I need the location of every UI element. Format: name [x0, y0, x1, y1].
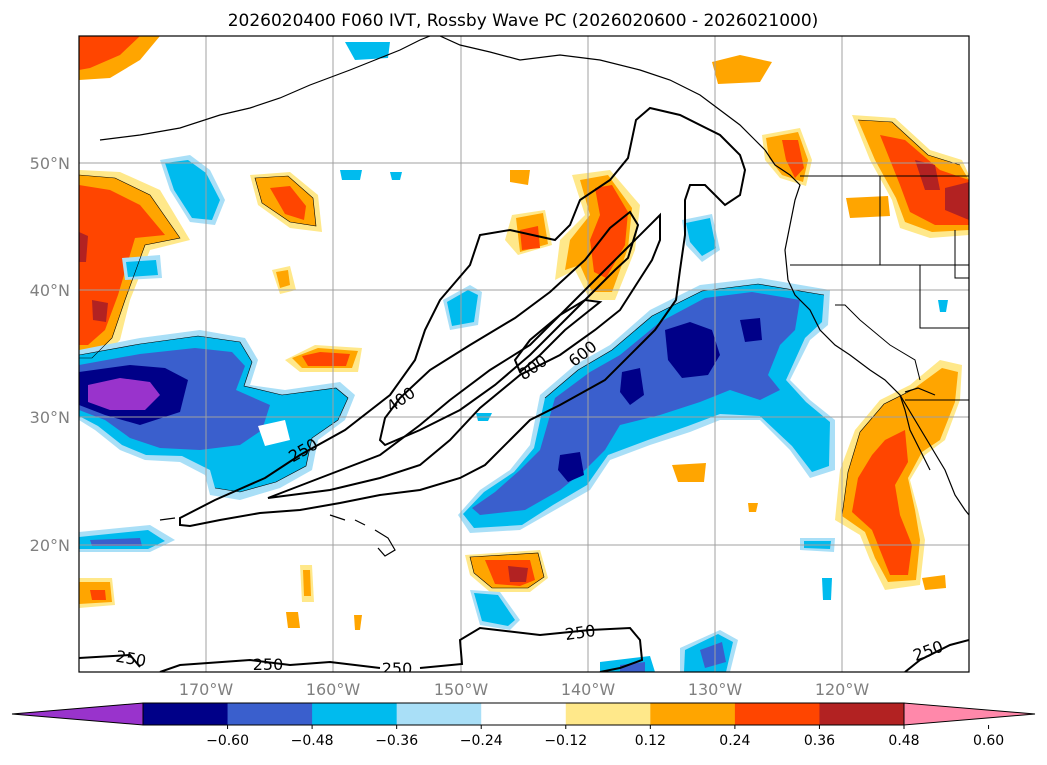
- ivt-250-contour: [179, 106, 747, 528]
- latitude-labels: 50°N 40°N 30°N 20°N: [30, 154, 70, 555]
- colorbar-tick-label: −0.36: [375, 733, 418, 749]
- colorbar-frame: [142, 702, 905, 726]
- colorbar-extend-high: [903, 702, 1036, 726]
- ivt-400-contour: [267, 212, 661, 499]
- anomaly-outlines: [79, 119, 961, 589]
- map-frame: [78, 35, 970, 673]
- anomaly-130w-26n: [672, 463, 706, 482]
- colorbar: −0.60 −0.48 −0.36 −0.24 −0.12 0.12 0.24 0.36 0.4…: [11, 702, 1036, 749]
- contour-label-250-d: 250: [382, 659, 413, 678]
- ivt-800-contour: [513, 298, 603, 374]
- map-title: 2026020400 F060 IVT, Rossby Wave PC (202…: [228, 11, 819, 31]
- contour-label-250-c: 250: [253, 655, 284, 674]
- colorbar-segment: [650, 703, 736, 725]
- colorbar-segment: [481, 703, 567, 725]
- lon-label-130w: 130°W: [688, 680, 743, 699]
- ivt-600-contour: [378, 210, 640, 447]
- political-borders: [790, 175, 969, 401]
- colorbar-segments: [11, 702, 1036, 726]
- colorbar-segment: [396, 703, 482, 725]
- lon-label-140w: 140°W: [561, 680, 616, 699]
- lat-label-20n: 20°N: [30, 536, 70, 555]
- lat-label-50n: 50°N: [30, 154, 70, 173]
- lat-label-30n: 30°N: [30, 408, 70, 427]
- lon-label-160w: 160°W: [306, 680, 361, 699]
- colorbar-segment: [143, 703, 229, 725]
- colorbar-tick-label: 0.24: [719, 733, 750, 749]
- north-america-west-coast: [764, 149, 969, 516]
- colorbar-tick-label: −0.24: [460, 733, 503, 749]
- anomaly-122w-46n: [846, 196, 890, 218]
- alaska-coast: [99, 36, 431, 141]
- ivt-contours: [79, 106, 969, 672]
- map-panel: 250 400 600 800 250 250 250 250 250: [79, 36, 969, 678]
- colorbar-segment: [819, 703, 905, 725]
- colorbar-segment: [565, 703, 651, 725]
- positive-anomaly-regions: [79, 36, 969, 630]
- colorbar-extend-low: [11, 702, 144, 726]
- negative-anomaly-regions: [79, 42, 948, 672]
- gridlines: [79, 36, 969, 672]
- lon-label-120w: 120°W: [815, 680, 870, 699]
- contour-label-250-e: 250: [564, 621, 597, 644]
- anomaly-132w-57n: [712, 55, 772, 84]
- colorbar-tick-label: −0.48: [291, 733, 334, 749]
- lat-label-40n: 40°N: [30, 281, 70, 300]
- colorbar-ticks: −0.60 −0.48 −0.36 −0.24 −0.12 0.12 0.24 0.36 0.4…: [206, 725, 1004, 749]
- colorbar-tick-label: 0.48: [888, 733, 919, 749]
- colorbar-tick-label: −0.12: [544, 733, 587, 749]
- longitude-labels: 170°W 160°W 150°W 140°W 130°W 120°W: [179, 680, 870, 699]
- lon-label-170w: 170°W: [179, 680, 234, 699]
- colorbar-tick-label: 0.12: [635, 733, 666, 749]
- lon-label-150w: 150°W: [434, 680, 489, 699]
- colorbar-segment: [227, 703, 313, 725]
- colorbar-tick-label: 0.60: [973, 733, 1004, 749]
- hawaii-islands: [329, 514, 396, 557]
- colorbar-segment: [312, 703, 398, 725]
- anomaly-158w-58n: [345, 42, 390, 60]
- colorbar-tick-label: 0.36: [804, 733, 835, 749]
- colorbar-segment: [734, 703, 820, 725]
- colorbar-tick-label: −0.60: [206, 733, 249, 749]
- coastlines: [99, 36, 969, 557]
